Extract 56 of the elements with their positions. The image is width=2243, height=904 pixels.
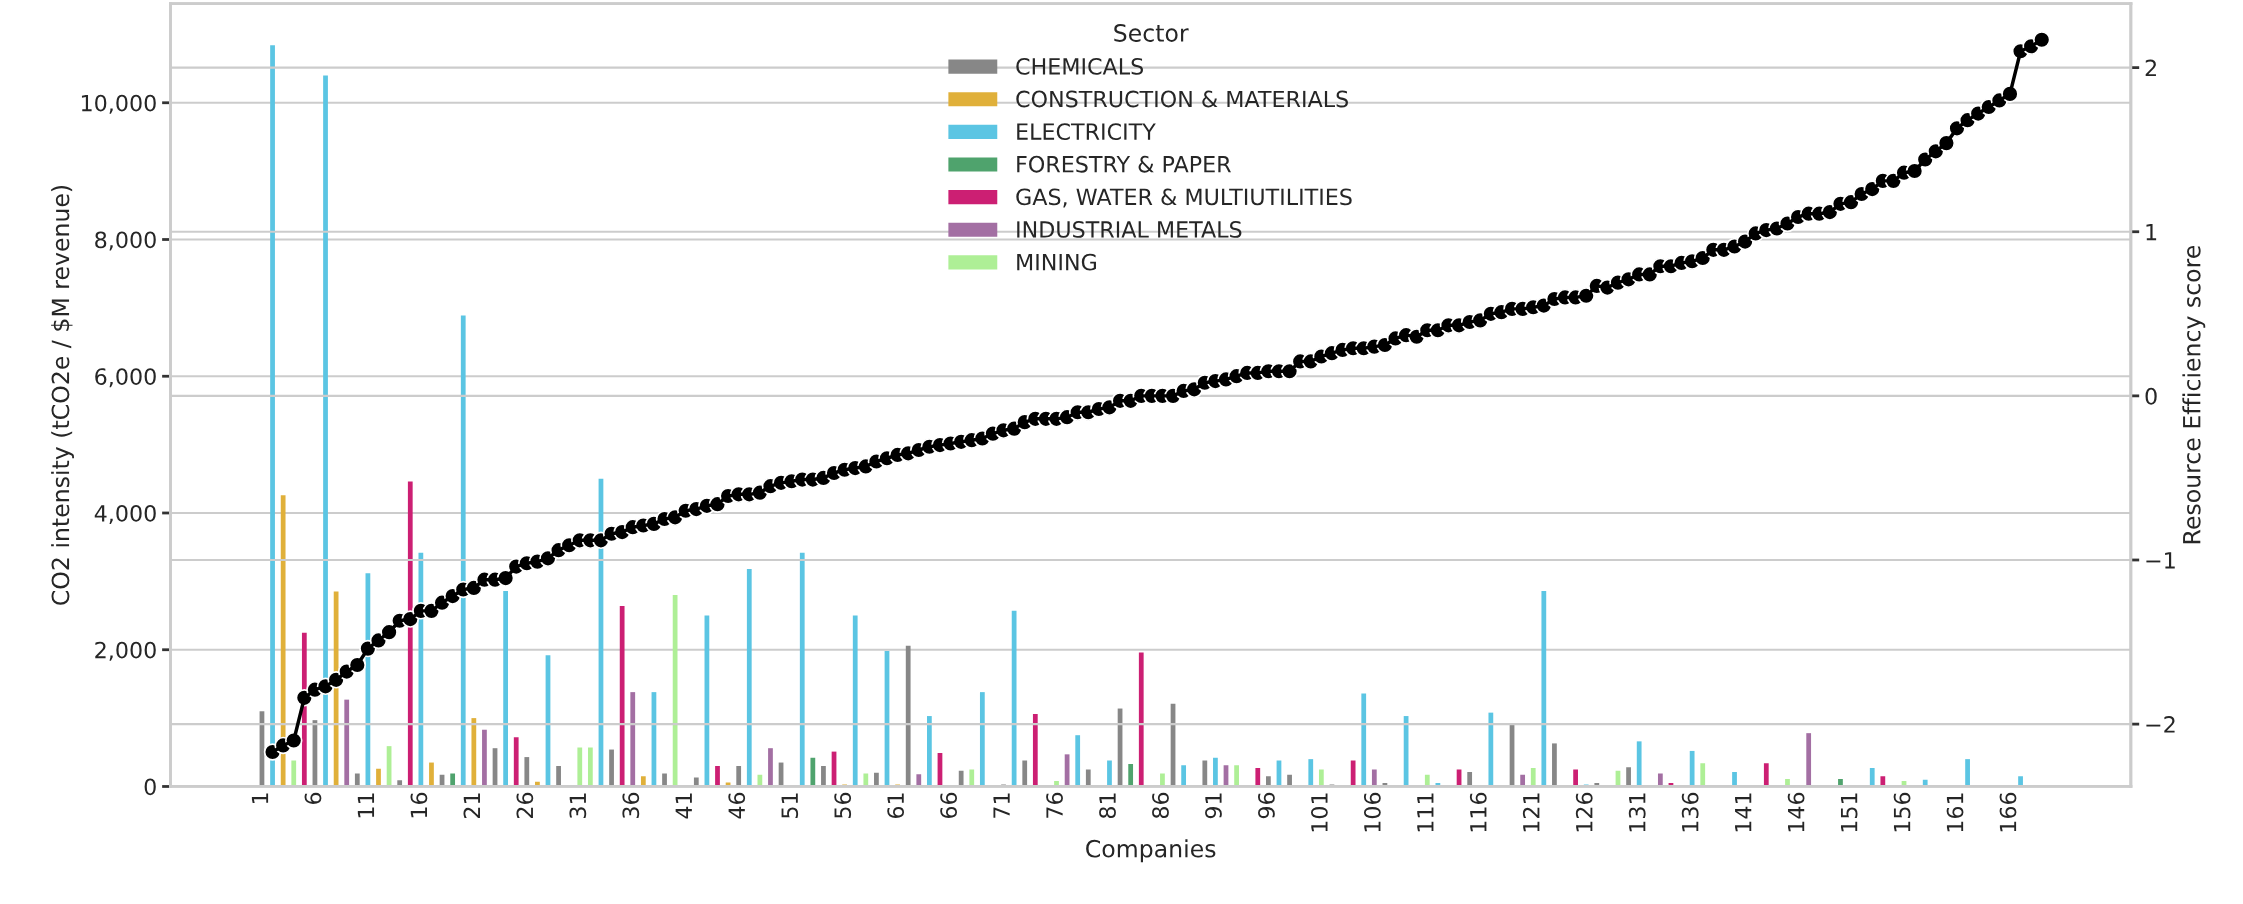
x-tick-label: 111 [1417, 793, 1434, 832]
legend-label: GAS, WATER & MULTIUTILITIES [1016, 188, 1352, 208]
x-tick-label: 146 [1787, 792, 1805, 832]
x-tick-label: 26 [516, 792, 534, 818]
x-tick-label: 126 [1575, 792, 1593, 832]
y-tick-label: 6,000 [95, 368, 156, 388]
x-tick-label: 81 [1099, 793, 1116, 819]
y2-axis-title: Resource Efficiency score [2182, 245, 2206, 544]
y2-tick-label: −2 [2146, 716, 2175, 733]
x-tick-label: 106 [1363, 792, 1381, 832]
x-tick-label: 166 [1999, 792, 2017, 832]
x-tick-label: 121 [1522, 793, 1540, 832]
y-tick-label: 4,000 [94, 504, 156, 525]
x-tick-label: 56 [834, 792, 852, 818]
y-tick-label: 8,000 [95, 231, 156, 251]
y2-tick-label: −1 [2146, 552, 2175, 569]
x-tick-label: 141 [1735, 793, 1752, 832]
x-axis-title: Companies [1086, 839, 1216, 863]
x-tick-label: 86 [1152, 792, 1169, 819]
x-tick-label: 36 [622, 792, 640, 818]
x-tick-label: 66 [940, 792, 958, 819]
x-tick-label: 151 [1840, 793, 1858, 832]
x-tick-label: 41 [675, 793, 692, 819]
x-tick-label: 116 [1469, 792, 1487, 832]
y2-tick-label: 0 [2145, 387, 2157, 405]
legend-label: MINING [1017, 253, 1096, 271]
legend-label: ELECTRICITY [1017, 123, 1156, 141]
x-tick-label: 76 [1046, 792, 1063, 818]
x-tick-label: 46 [728, 792, 746, 819]
x-tick-label: 31 [569, 793, 587, 818]
x-tick-label: 161 [1946, 793, 1964, 832]
legend-label: INDUSTRIAL METALS [1017, 221, 1242, 238]
y-tick-label: 2,000 [95, 641, 156, 661]
x-tick-label: 11 [357, 793, 375, 818]
x-tick-label: 6 [304, 792, 322, 804]
x-tick-label: 71 [993, 793, 1010, 818]
x-tick-label: 91 [1205, 793, 1222, 819]
x-tick-label: 101 [1310, 793, 1328, 832]
y2-tick-label: 1 [2146, 223, 2157, 241]
x-tick-label: 21 [463, 793, 480, 818]
x-tick-label: 16 [410, 792, 428, 818]
x-tick-label: 96 [1258, 792, 1275, 819]
x-tick-label: 131 [1628, 793, 1646, 832]
legend-title: Sector [1114, 24, 1189, 42]
x-tick-label: 136 [1681, 792, 1699, 832]
y-tick-label: 10,000 [81, 94, 156, 114]
legend-label: CONSTRUCTION & MATERIALS [1016, 90, 1348, 108]
legend-label: FORESTRY & PAPER [1017, 155, 1231, 173]
x-tick-label: 61 [887, 793, 905, 819]
x-tick-label: 156 [1893, 792, 1911, 832]
x-tick-label: 51 [781, 793, 799, 818]
y-tick-label: 0 [144, 778, 156, 796]
x-tick-label: 1 [251, 793, 269, 804]
y-axis-title: CO2 intensity (tCO2e / $M revenue) [51, 185, 74, 605]
legend-label: CHEMICALS [1016, 57, 1144, 75]
y2-tick-label: 2 [2145, 59, 2156, 77]
